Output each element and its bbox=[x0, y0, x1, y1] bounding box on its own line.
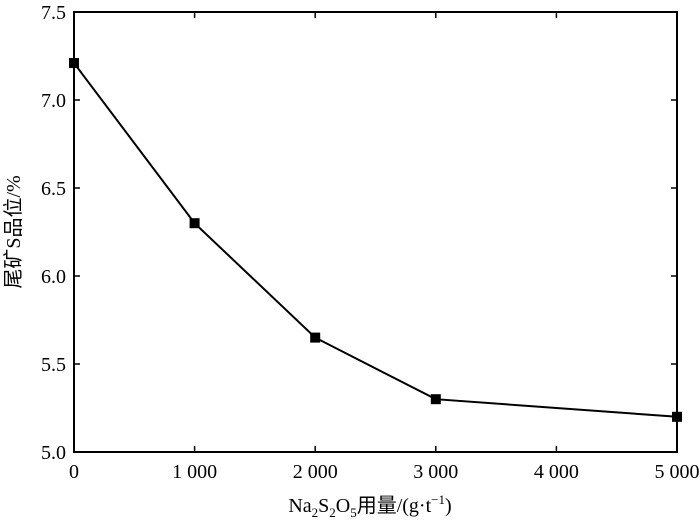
x-label-na: Na bbox=[288, 495, 311, 517]
x-axis-label: Na2S2O5用量/(g·t−1) bbox=[288, 492, 451, 520]
x-label-close: ) bbox=[445, 495, 452, 517]
ticks bbox=[73, 11, 678, 453]
data-point bbox=[69, 58, 79, 69]
x-label-sup: −1 bbox=[431, 492, 445, 507]
x-tick-label: 0 bbox=[69, 461, 79, 483]
plot-frame bbox=[73, 11, 678, 453]
x-label-sub2: 2 bbox=[329, 505, 336, 520]
y-tick-label: 5.0 bbox=[41, 442, 66, 464]
series-line bbox=[73, 62, 678, 418]
x-label-unit: 用量/(g·t bbox=[357, 495, 432, 517]
y-tick-label: 6.0 bbox=[41, 266, 66, 288]
x-tick-label: 4 000 bbox=[534, 461, 579, 483]
data-point bbox=[672, 411, 682, 422]
x-tick-label: 3 000 bbox=[413, 461, 458, 483]
x-tick-label: 5 000 bbox=[655, 461, 700, 483]
data-point bbox=[430, 394, 441, 405]
y-axis-label: 尾矿S品位/% bbox=[2, 175, 25, 288]
x-label-s: S bbox=[318, 495, 329, 517]
x-tick-label: 1 000 bbox=[172, 461, 217, 483]
y-tick-label: 7.0 bbox=[41, 90, 66, 112]
x-label-sub1: 2 bbox=[312, 505, 319, 520]
x-tick-label: 2 000 bbox=[293, 461, 338, 483]
data-point bbox=[310, 332, 321, 343]
data-point bbox=[189, 218, 200, 229]
data-markers bbox=[69, 58, 682, 422]
y-tick-label: 5.5 bbox=[41, 354, 66, 376]
x-label-sub3: 5 bbox=[350, 505, 357, 520]
y-tick-label: 6.5 bbox=[41, 178, 66, 200]
tick-labels: 0 1 000 2 000 3 000 4 000 5 000 5.0 5.5 6.0 6.5 7.… bbox=[41, 2, 700, 483]
x-label-o: O bbox=[336, 495, 350, 517]
y-tick-label: 7.5 bbox=[41, 2, 66, 24]
